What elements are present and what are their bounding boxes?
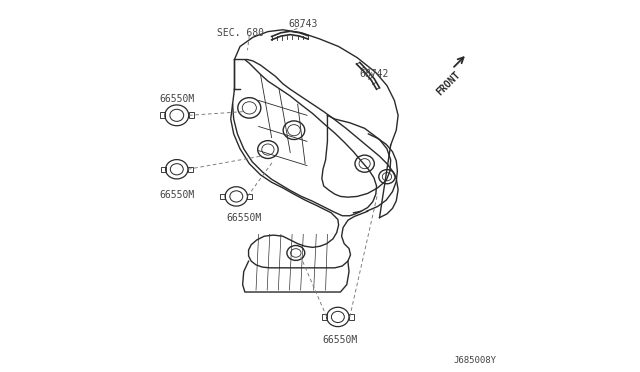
- Bar: [161, 167, 166, 172]
- Text: 66550M: 66550M: [159, 94, 195, 103]
- Text: FRONT: FRONT: [435, 70, 462, 97]
- Bar: [248, 194, 252, 199]
- Text: 68742: 68742: [359, 70, 388, 79]
- Bar: [160, 112, 165, 118]
- Bar: [322, 314, 326, 320]
- Bar: [188, 167, 193, 172]
- Bar: [189, 112, 194, 118]
- Text: 66550M: 66550M: [226, 213, 261, 222]
- Text: 66550M: 66550M: [323, 336, 358, 345]
- Text: 66550M: 66550M: [159, 190, 195, 200]
- Text: SEC. 680: SEC. 680: [216, 29, 264, 38]
- Bar: [220, 194, 225, 199]
- Text: J685008Y: J685008Y: [454, 356, 497, 365]
- Text: 68743: 68743: [289, 19, 318, 29]
- Bar: [349, 314, 354, 320]
